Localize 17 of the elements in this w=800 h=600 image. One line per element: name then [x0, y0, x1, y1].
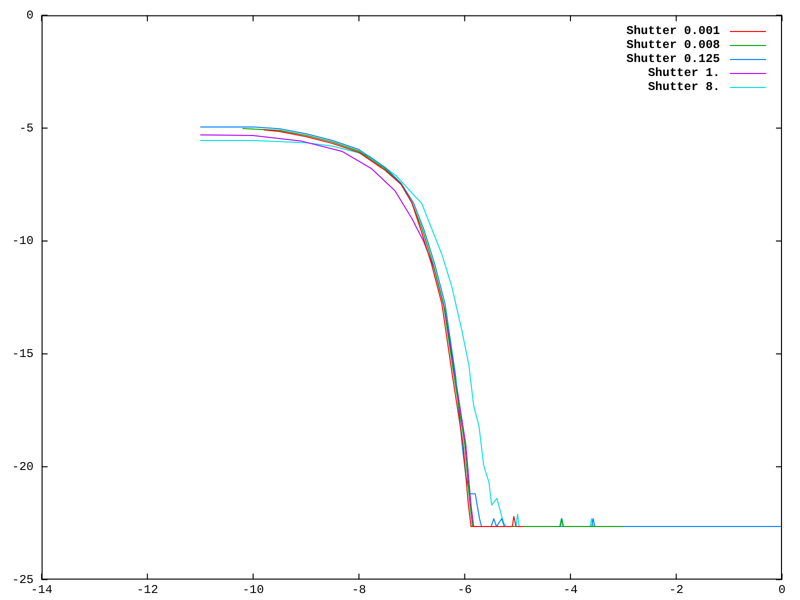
legend-label: Shutter 0.125	[626, 52, 720, 66]
y-tick-label: -15	[12, 347, 34, 362]
legend-label: Shutter 0.008	[626, 38, 720, 52]
y-tick-label: -20	[12, 460, 34, 474]
x-tick-label: -12	[136, 582, 158, 597]
legend-label: Shutter 1.	[648, 66, 720, 80]
x-tick-label: -10	[242, 582, 264, 597]
x-tick-label: -2	[669, 582, 684, 597]
y-tick-label: 0	[26, 8, 34, 22]
legend-label: Shutter 8.	[648, 80, 720, 94]
x-tick-label: -4	[563, 582, 578, 597]
y-tick-label: -10	[12, 234, 34, 248]
x-tick-label: -8	[352, 582, 366, 597]
x-tick-label: 0	[778, 582, 786, 597]
y-tick-label: -5	[19, 121, 34, 136]
x-tick-label: -6	[457, 582, 472, 597]
legend-label: Shutter 0.001	[626, 24, 720, 38]
